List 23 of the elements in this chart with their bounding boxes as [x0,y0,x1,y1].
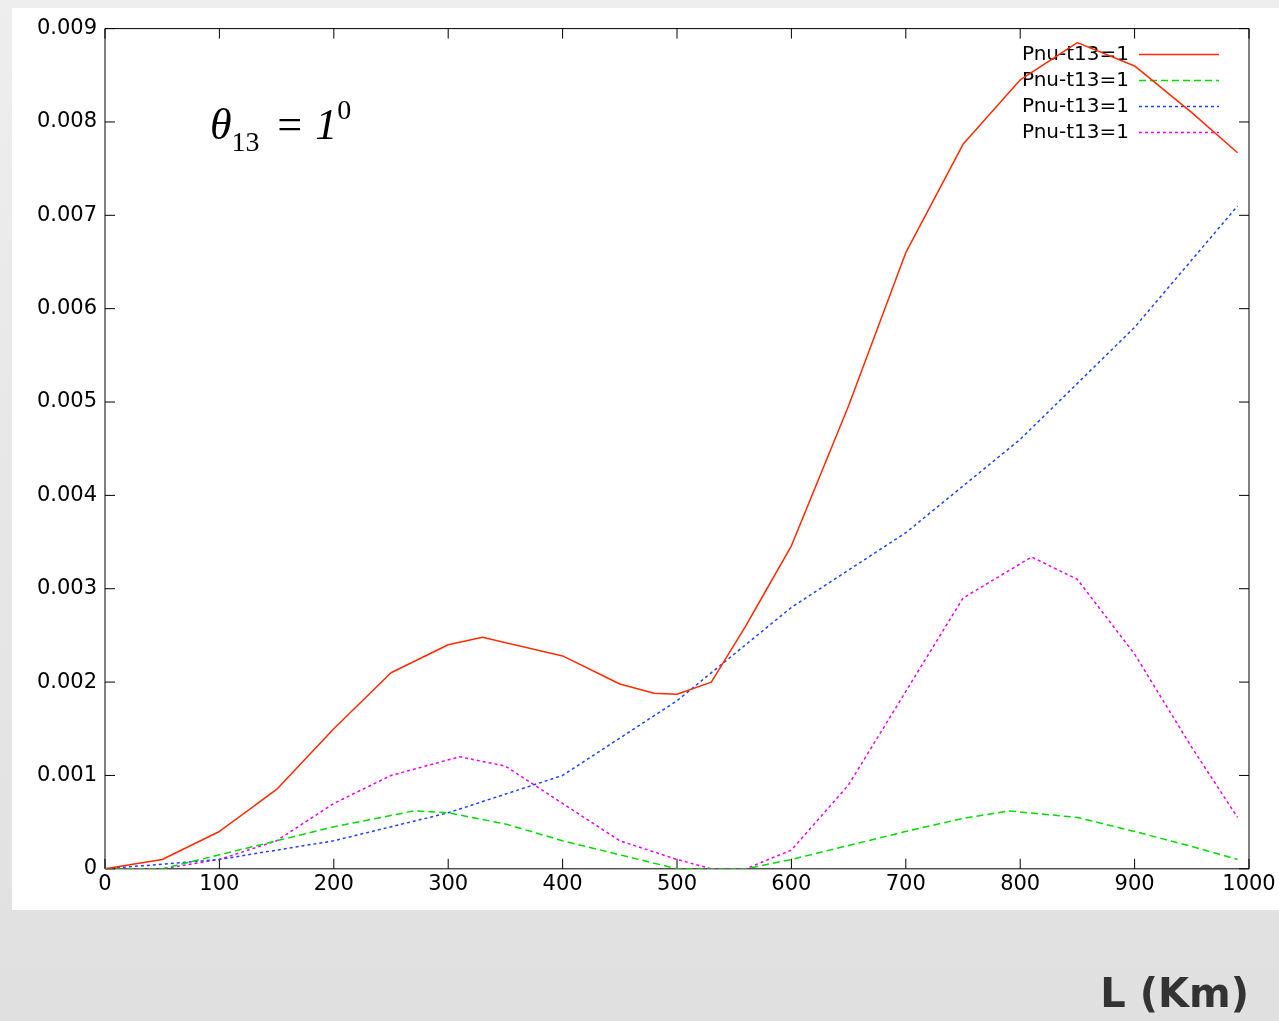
y-tick-label: 0.005 [36,388,97,413]
y-tick-label: 0.008 [36,108,97,133]
y-tick-label: 0.003 [36,575,97,600]
x-tick-label: 400 [542,870,583,895]
x-tick-label: 100 [199,870,240,895]
x-tick-label: 800 [1000,870,1041,895]
y-tick-label: 0.004 [36,481,97,506]
x-tick-label: 1000 [1222,870,1276,895]
y-tick-label: 0.006 [36,295,97,320]
legend-label: Pnu-t13=1 [1021,118,1129,143]
x-axis-title: L (Km) [1100,970,1249,1016]
x-tick-label: 900 [1114,870,1155,895]
x-tick-label: 700 [885,870,926,895]
legend-label: Pnu-t13=1 [1021,66,1129,91]
legend-label: Pnu-t13=1 [1021,92,1129,117]
y-tick-label: 0.002 [36,668,97,693]
x-tick-label: 300 [428,870,469,895]
y-tick-label: 0.001 [36,761,97,786]
y-tick-label: 0.009 [36,15,97,40]
x-tick-label: 600 [771,870,812,895]
x-tick-label: 200 [313,870,354,895]
y-tick-label: 0.007 [36,201,97,226]
x-tick-label: 500 [656,870,698,895]
